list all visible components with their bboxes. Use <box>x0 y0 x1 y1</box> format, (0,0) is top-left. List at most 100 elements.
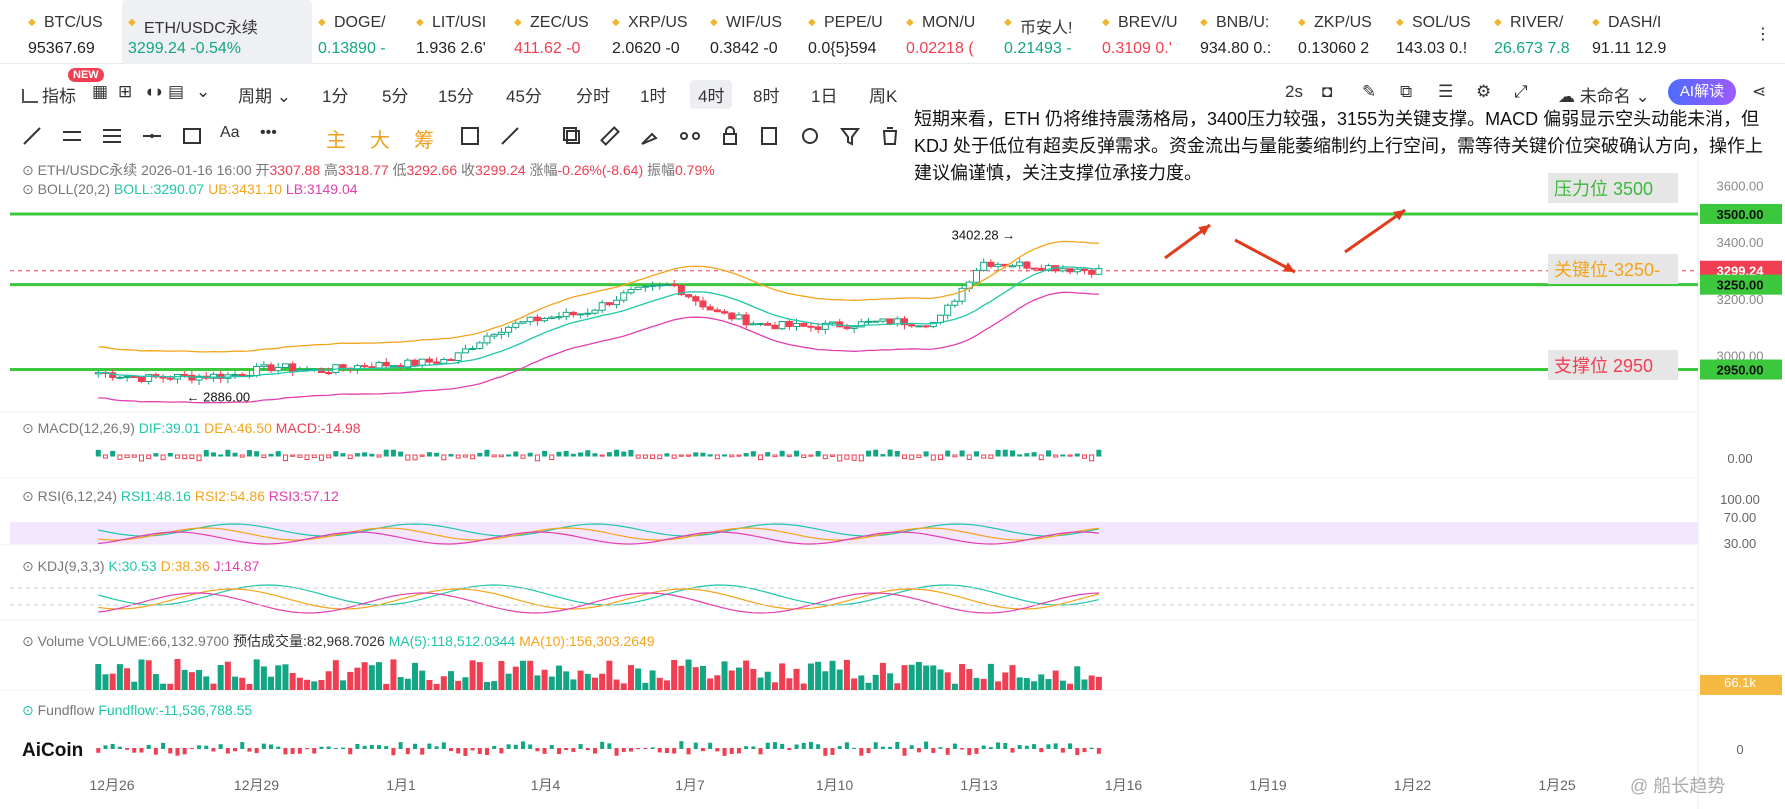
interval-tab-5[interactable]: 1时 <box>640 87 667 106</box>
favorite-icon[interactable]: ◆ <box>416 17 424 28</box>
share-icon[interactable]: ⋖ <box>1752 82 1767 101</box>
interval-tab-4[interactable]: 分时 <box>576 87 610 106</box>
favorite-icon[interactable]: ◆ <box>1592 17 1600 28</box>
main-force-tool[interactable]: 主 <box>326 130 346 152</box>
more-tools-icon[interactable]: ••• <box>260 124 277 141</box>
gear-icon[interactable]: ⚙ <box>1476 82 1492 101</box>
camera-icon[interactable]: ◘ <box>1322 82 1333 101</box>
rectangle-icon[interactable] <box>180 124 204 148</box>
account-dropdown[interactable]: ☁ 未命名 ⌄ <box>1558 87 1650 106</box>
fullscreen-icon[interactable]: ⤢ <box>1514 82 1528 101</box>
volume-bar <box>735 667 742 690</box>
horizontal-lines-icon[interactable] <box>100 124 124 148</box>
ticker-6[interactable]: ◆ WIF/US 0.3842 -0 <box>704 0 799 64</box>
favorite-icon[interactable]: ◆ <box>28 17 36 28</box>
pattern-icon[interactable] <box>678 124 702 148</box>
candle-body <box>936 314 944 323</box>
interval-tab-3[interactable]: 45分 <box>506 87 542 106</box>
ticker-2[interactable]: ◆ DOGE/0.13890 - <box>312 0 407 64</box>
ticker-11[interactable]: ◆ BNB/U: 934.80 0.: <box>1194 0 1289 64</box>
ticker-9[interactable]: ◆ 币安人! 0.21493 - <box>998 0 1093 64</box>
analysis-note[interactable]: 短期来看，ETH 仍将维持震荡格局，3400压力较强，3155为关键支撑。MAC… <box>914 109 1764 183</box>
interval-tab-6[interactable]: 4时 <box>690 80 733 109</box>
favorite-icon[interactable]: ◆ <box>710 17 718 28</box>
collapse-icon[interactable]: ⊙ <box>22 420 34 436</box>
trash-icon[interactable] <box>878 124 902 148</box>
list-icon[interactable]: ☰ <box>1438 82 1454 101</box>
layout-icon[interactable]: ▦ <box>92 82 109 101</box>
interval-tab-7[interactable]: 8时 <box>753 87 780 106</box>
x-tick-label: 1月22 <box>1394 777 1432 793</box>
eraser-line-icon[interactable] <box>498 124 522 148</box>
macd-bar <box>880 454 886 457</box>
indicators-button[interactable]: 指标 <box>22 82 76 107</box>
ticker-8[interactable]: ◆ MON/U 0.02218 ( <box>900 0 995 64</box>
ticker-10[interactable]: ◆ BREV/U 0.3109 0.' <box>1096 0 1191 64</box>
favorite-icon[interactable]: ◆ <box>514 17 522 28</box>
fundflow-bar <box>326 746 331 749</box>
chart-type-icon[interactable]: ▤ <box>168 82 185 101</box>
interval-tab-9[interactable]: 周K <box>869 87 898 106</box>
popout-icon[interactable]: ⧉ <box>1400 82 1413 101</box>
favorite-icon[interactable]: ◆ <box>906 17 914 28</box>
refresh-interval[interactable]: 2s <box>1285 82 1303 101</box>
macd-bar <box>282 454 288 462</box>
pen-icon[interactable]: ✎ <box>1362 82 1377 101</box>
favorite-icon[interactable]: ◆ <box>1494 17 1502 28</box>
chevron-down-icon[interactable]: ⌄ <box>196 82 211 101</box>
collapse-icon[interactable]: ⊙ <box>22 181 34 197</box>
grid-icon[interactable]: ⊞ <box>118 82 133 101</box>
ticker-3[interactable]: ◆ LIT/USI 1.936 2.6' <box>410 0 505 64</box>
ticker-12[interactable]: ◆ ZKP/US 0.13060 2 <box>1292 0 1387 64</box>
interval-tab-0[interactable]: 1分 <box>322 87 349 106</box>
link-icon[interactable] <box>798 124 822 148</box>
ticker-1[interactable]: ◆ ETH/USDC永续 3299.24 -0.54% <box>122 0 312 64</box>
ticker-13[interactable]: ◆ SOL/US 143.03 0.! <box>1390 0 1485 64</box>
fundflow-bar <box>1096 748 1101 754</box>
favorite-icon[interactable]: ◆ <box>808 17 816 28</box>
favorite-icon[interactable]: ◆ <box>1396 17 1404 28</box>
trendline-icon[interactable] <box>20 124 44 148</box>
ticker-more-icon[interactable]: ⋮ <box>1755 26 1771 43</box>
ticker-0[interactable]: ◆ BTC/US 95367.69 <box>22 0 117 64</box>
interval-tab-2[interactable]: 15分 <box>438 87 474 106</box>
lock-icon[interactable] <box>718 124 742 148</box>
volume-bar <box>728 670 735 690</box>
copy-icon[interactable] <box>560 124 584 148</box>
favorite-icon[interactable]: ◆ <box>128 17 136 28</box>
ticker-4[interactable]: ◆ ZEC/US 411.62 -0 <box>508 0 603 64</box>
collapse-icon[interactable]: ⊙ <box>22 558 34 574</box>
compare-icon[interactable]: ◖◗ <box>144 82 165 101</box>
ai-analysis-button[interactable]: AI解读 <box>1668 79 1736 105</box>
collapse-icon[interactable]: ⊙ <box>22 633 34 649</box>
ticker-15[interactable]: ◆ DASH/I 91.11 12.9 <box>1586 0 1681 64</box>
favorite-icon[interactable]: ◆ <box>612 17 620 28</box>
collapse-icon[interactable]: ⊙ <box>22 488 34 504</box>
favorite-icon[interactable]: ◆ <box>1004 17 1012 28</box>
ticker-5[interactable]: ◆ XRP/US 2.0620 -0 <box>606 0 701 64</box>
parallel-lines-icon[interactable] <box>60 124 84 148</box>
collapse-icon[interactable]: ⊙ <box>22 162 34 178</box>
ticker-7[interactable]: ◆ PEPE/U 0.0{5}594 <box>802 0 897 64</box>
favorite-icon[interactable]: ◆ <box>1298 17 1306 28</box>
macd-bar <box>736 454 742 457</box>
favorite-icon[interactable]: ◆ <box>1200 17 1208 28</box>
chip-tool[interactable]: 筹 <box>414 130 434 152</box>
text-tool-icon[interactable]: Aa <box>220 124 240 141</box>
ticker-14[interactable]: ◆ RIVER/26.673 7.8 <box>1488 0 1583 64</box>
magnet-icon[interactable] <box>458 124 482 148</box>
price-chart[interactable]: 3600.00 3500.00 3400.00 3299.24 3250.003200.… <box>0 150 1785 809</box>
edit-icon[interactable] <box>758 124 782 148</box>
filter-icon[interactable] <box>838 124 862 148</box>
favorite-icon[interactable]: ◆ <box>1102 17 1110 28</box>
interval-tab-8[interactable]: 1日 <box>811 87 838 106</box>
interval-tab-1[interactable]: 5分 <box>382 87 409 106</box>
large-order-tool[interactable]: 大 <box>370 130 390 152</box>
favorite-icon[interactable]: ◆ <box>318 17 326 28</box>
collapse-icon[interactable]: ⊙ <box>22 702 34 718</box>
ray-icon[interactable] <box>140 124 164 148</box>
brush-icon[interactable] <box>638 124 662 148</box>
ruler-icon[interactable] <box>598 124 622 148</box>
macd-bar <box>1053 454 1059 458</box>
period-dropdown[interactable]: 周期 ⌄ <box>238 87 291 106</box>
